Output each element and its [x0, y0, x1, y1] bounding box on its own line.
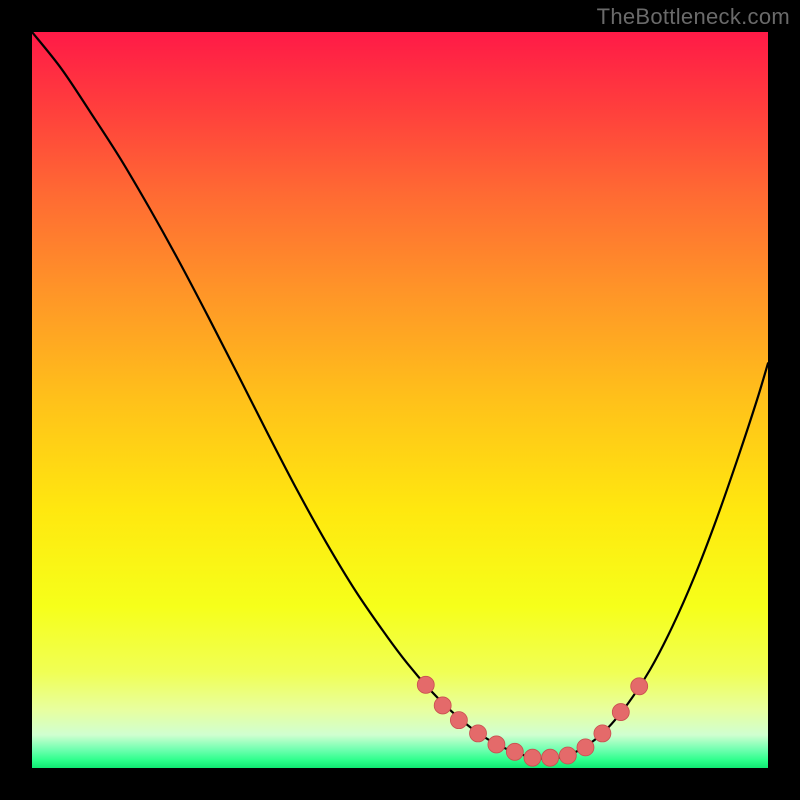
curve-marker — [577, 739, 594, 756]
curve-marker — [594, 725, 611, 742]
bottleneck-chart — [32, 32, 768, 768]
curve-marker — [631, 678, 648, 695]
watermark-text: TheBottleneck.com — [597, 4, 790, 30]
curve-marker — [559, 747, 576, 764]
curve-marker — [417, 676, 434, 693]
curve-marker — [524, 749, 541, 766]
curve-marker — [542, 749, 559, 766]
curve-marker — [488, 736, 505, 753]
curve-marker — [612, 704, 629, 721]
curve-marker — [470, 725, 487, 742]
curve-marker — [506, 743, 523, 760]
curve-marker — [450, 712, 467, 729]
curve-marker — [434, 697, 451, 714]
chart-svg — [32, 32, 768, 768]
